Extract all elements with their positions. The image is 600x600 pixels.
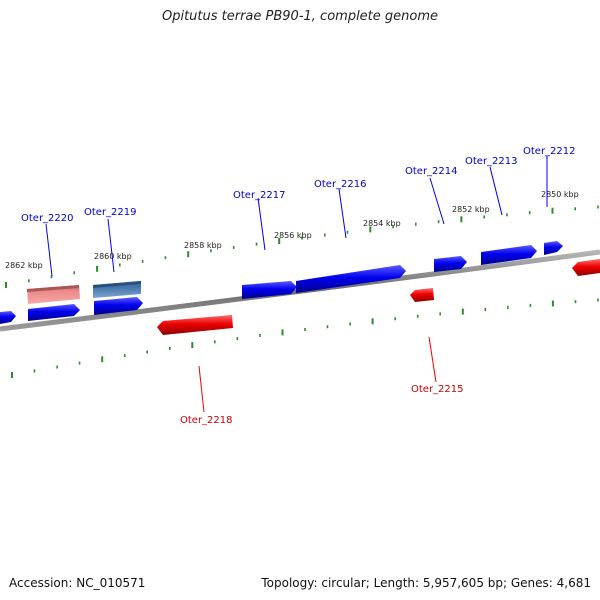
gene-arrow-oter-2217[interactable] bbox=[242, 281, 297, 299]
gene-label-oter-2213[interactable]: Oter_2213 bbox=[465, 156, 518, 167]
scale-label-2862: 2862 kbp bbox=[5, 261, 43, 270]
scale-label-2858: 2858 kbp bbox=[184, 241, 222, 250]
reverse-strand-genes bbox=[157, 259, 600, 335]
gene-labels: Oter_2220 Oter_2219 Oter_2217 Oter_2216 … bbox=[21, 146, 576, 426]
highlighted-gene-oter-2219[interactable] bbox=[93, 281, 141, 298]
gene-arrow-oter-2215[interactable] bbox=[410, 288, 434, 302]
gene-label-oter-2216[interactable]: Oter_2216 bbox=[314, 179, 367, 190]
highlighted-gene-oter-2220[interactable] bbox=[27, 285, 80, 304]
gene-arrow-oter-2216[interactable] bbox=[296, 265, 406, 293]
gene-leader-lines bbox=[45, 156, 548, 413]
gene-label-oter-2214[interactable]: Oter_2214 bbox=[405, 166, 458, 177]
inner-scale-ring bbox=[11, 298, 599, 378]
gene-arrow-left-edge[interactable] bbox=[0, 311, 16, 324]
gene-arrow-oter-2212[interactable] bbox=[544, 241, 563, 255]
forward-strand-genes bbox=[0, 241, 563, 324]
scale-labels: 2862 kbp 2860 kbp 2858 kbp 2856 kbp 2854… bbox=[5, 190, 579, 270]
gene-arrow-oter-2214[interactable] bbox=[434, 256, 467, 272]
gene-label-oter-2212[interactable]: Oter_2212 bbox=[523, 146, 576, 157]
scale-label-2860: 2860 kbp bbox=[94, 252, 132, 261]
gene-label-oter-2219[interactable]: Oter_2219 bbox=[84, 207, 137, 218]
scale-label-2850: 2850 kbp bbox=[541, 190, 579, 199]
gene-label-oter-2217[interactable]: Oter_2217 bbox=[233, 190, 286, 201]
scale-label-2856: 2856 kbp bbox=[274, 231, 312, 240]
gene-arrow-right-edge[interactable] bbox=[572, 259, 600, 276]
genome-title: Opitutus terrae PB90-1, complete genome bbox=[161, 9, 439, 24]
outer-scale-ring bbox=[5, 205, 599, 288]
gene-label-oter-2215[interactable]: Oter_2215 bbox=[411, 384, 464, 395]
gene-arrow-oter-2213[interactable] bbox=[481, 245, 537, 265]
accession-label: Accession: NC_010571 bbox=[9, 576, 146, 590]
genome-summary: Topology: circular; Length: 5,957,605 bp… bbox=[261, 576, 591, 590]
gene-arrow-oter-2220[interactable] bbox=[28, 304, 80, 321]
gene-arrow-oter-2218[interactable] bbox=[157, 315, 233, 335]
gene-arrow-oter-2219[interactable] bbox=[94, 297, 143, 315]
scale-label-2852: 2852 kbp bbox=[452, 205, 490, 214]
scale-label-2854: 2854 kbp bbox=[363, 219, 401, 228]
gene-label-oter-2220[interactable]: Oter_2220 bbox=[21, 213, 74, 224]
gene-label-oter-2218[interactable]: Oter_2218 bbox=[180, 415, 233, 426]
